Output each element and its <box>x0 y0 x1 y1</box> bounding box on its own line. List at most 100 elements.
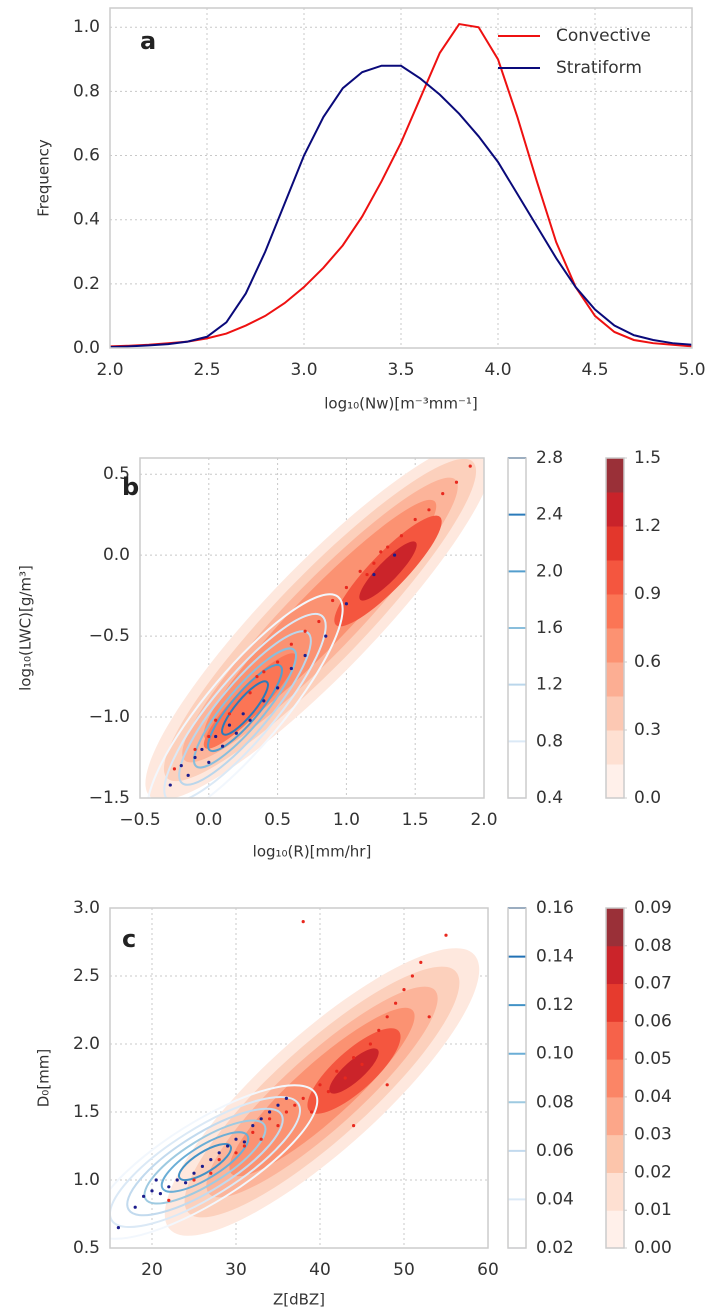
colorbar-tick-label: 0.08 <box>634 936 672 956</box>
colorbar-tick-label: 2.4 <box>536 505 563 525</box>
point <box>133 1205 137 1209</box>
convective-core <box>334 515 442 627</box>
colorbar-tick-label: 0.09 <box>634 898 672 918</box>
point <box>207 760 211 764</box>
colorbar-band <box>606 696 624 731</box>
point <box>352 1056 356 1060</box>
density-c <box>110 948 480 1240</box>
colorbar-tick-label: 0.06 <box>536 1141 574 1161</box>
colorbar-band <box>606 764 624 799</box>
x-tick-label: 50 <box>393 1260 415 1280</box>
colorbar-tick-label: 0.0 <box>634 788 661 808</box>
colorbar-band <box>606 594 624 629</box>
point <box>234 1137 238 1141</box>
point <box>193 747 197 752</box>
point <box>385 1015 389 1019</box>
point <box>352 1124 356 1128</box>
point <box>441 492 445 496</box>
point <box>207 734 211 739</box>
colorbar-frame <box>605 907 625 1249</box>
colorbar-tick-label: 1.6 <box>536 618 563 638</box>
colorbar-frame <box>507 907 527 1249</box>
point <box>419 960 423 965</box>
y-tick-label: 0.5 <box>73 1238 100 1258</box>
x-tick-label: 1.5 <box>402 810 429 830</box>
point <box>324 634 328 638</box>
colorbar-tick-label: 0.8 <box>536 731 563 751</box>
colorbar-tick-label: 0.4 <box>536 788 563 808</box>
colorbar-tick-label: 0.16 <box>536 898 574 918</box>
colorbar-tick-label: 2.0 <box>536 561 563 581</box>
y-tick-label: 0.0 <box>73 338 100 358</box>
colorbar-band <box>606 1096 624 1136</box>
colorbar-band <box>606 730 624 765</box>
point <box>377 1028 381 1032</box>
panel-label: b <box>122 473 139 501</box>
point <box>217 1151 221 1155</box>
point <box>192 1171 196 1175</box>
colorbar-band <box>606 1134 624 1173</box>
point <box>167 1198 171 1202</box>
point <box>209 1158 213 1162</box>
y-axis-label: log₁₀(LWC)[g/m³] <box>17 565 35 691</box>
point <box>251 1124 255 1128</box>
scatter-points <box>116 920 448 1230</box>
x-tick-label: 20 <box>141 1260 163 1280</box>
point <box>310 1110 314 1114</box>
x-tick-label: 1.0 <box>333 810 360 830</box>
convective-core <box>307 1028 401 1114</box>
legend-label: Convective <box>556 26 651 46</box>
point <box>234 1151 238 1155</box>
colorbar-tick-label: 2.8 <box>536 448 563 468</box>
point <box>303 653 307 658</box>
plot-frame <box>109 907 489 1249</box>
colorbar-band <box>606 1059 624 1098</box>
x-tick-label: 2.0 <box>470 810 497 830</box>
point <box>335 1069 339 1073</box>
point <box>293 1103 297 1107</box>
point <box>343 1076 347 1080</box>
colorbar-band <box>606 560 624 595</box>
colorbar-tick-label: 0.14 <box>536 947 574 967</box>
colorbar-band <box>606 1210 624 1249</box>
convective-core <box>203 653 297 749</box>
legend-label: Stratiform <box>556 58 642 78</box>
point <box>242 1140 246 1144</box>
point <box>392 553 397 557</box>
x-tick-label: 40 <box>309 1260 331 1280</box>
y-tick-label: 0.8 <box>73 81 100 101</box>
y-tick-label: −1.5 <box>89 788 130 808</box>
y-tick-label: 1.5 <box>73 1102 100 1122</box>
y-axis-label: Frequency <box>35 139 53 217</box>
point <box>331 598 335 603</box>
point <box>217 1158 221 1162</box>
y-tick-label: 2.0 <box>73 1034 100 1054</box>
x-tick-label: 60 <box>477 1260 499 1280</box>
point <box>454 480 459 484</box>
point <box>142 1194 146 1198</box>
stratiform-contours <box>146 593 344 798</box>
colorbar-tick-label: 0.03 <box>634 1125 672 1145</box>
point <box>372 561 376 565</box>
point <box>168 783 172 787</box>
point <box>175 1178 179 1182</box>
colorbar-tick-label: 0.07 <box>634 974 672 994</box>
colorbar-band <box>606 526 624 561</box>
point <box>116 1226 120 1230</box>
point <box>276 686 280 690</box>
point <box>301 1096 305 1100</box>
point <box>365 572 369 577</box>
plot-frame <box>139 457 485 799</box>
colorbar-tick-label: 0.08 <box>536 1092 574 1112</box>
point <box>241 712 245 716</box>
point <box>226 1144 230 1148</box>
point <box>172 767 176 771</box>
point <box>276 1124 280 1128</box>
colorbar-tick-label: 0.12 <box>536 995 574 1015</box>
x-tick-label: 0.0 <box>195 810 222 830</box>
y-tick-label: 0.0 <box>103 545 130 565</box>
x-tick-label: 4.5 <box>581 360 608 380</box>
y-tick-label: 0.4 <box>73 210 100 230</box>
point <box>358 569 362 573</box>
